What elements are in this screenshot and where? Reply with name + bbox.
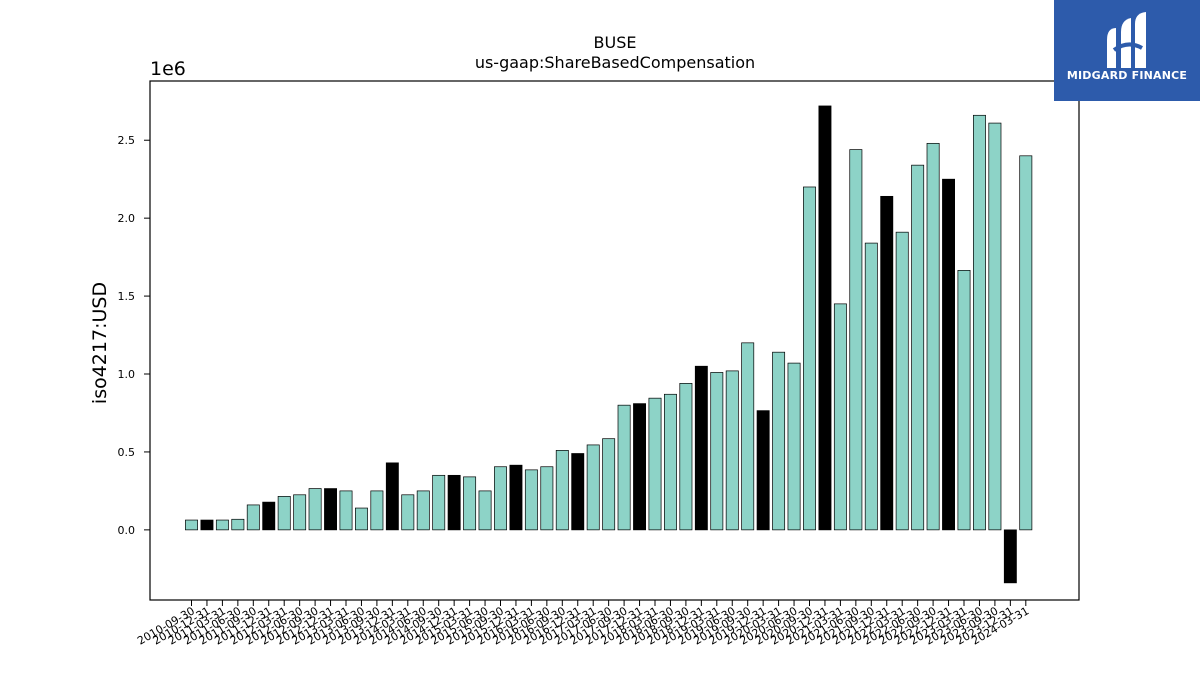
bar-2018-03-31: [648, 397, 662, 531]
bar-2010-12-31: [200, 519, 214, 531]
bar-2013-06-30: [355, 507, 368, 531]
bar-2016-09-30: [555, 450, 569, 531]
x-ticks: 2010-09-302010-12-312011-03-312011-06-30…: [135, 600, 1031, 648]
y-tick-label: 2.5: [118, 134, 136, 147]
bar-2016-12-31: [571, 453, 585, 531]
bar-2018-06-30: [663, 393, 677, 531]
y-tick-label: 1.0: [118, 368, 136, 381]
bars-group: [185, 105, 1033, 584]
bar-2022-09-30: [926, 142, 940, 531]
bar-2023-03-31: [957, 270, 971, 531]
bar-2020-12-31: [818, 105, 832, 531]
y-tick-label: 0.5: [118, 446, 136, 459]
bar-2020-03-31: [772, 351, 786, 531]
bar-2012-12-31: [324, 488, 338, 531]
bar-2018-09-30: [679, 383, 693, 531]
bar-2012-09-30: [308, 488, 322, 531]
bar-2012-03-31: [277, 496, 291, 531]
bar-2013-03-31: [339, 490, 353, 531]
bar-2020-09-30: [803, 186, 816, 531]
bar-2019-12-31: [756, 410, 770, 531]
bar-2017-06-30: [602, 438, 616, 531]
bar-2017-12-31: [633, 403, 647, 531]
logo-text: MIDGARD FINANCE: [1066, 69, 1188, 82]
y-ticks: 0.0 0.5 1.0 1.5 2.0 2.5: [118, 134, 150, 537]
bar-2014-09-30: [432, 474, 446, 531]
bar-2012-06-30: [293, 494, 307, 531]
bar-2017-03-31: [586, 444, 600, 531]
bar-2021-06-30: [849, 149, 863, 531]
bar-2015-09-30: [494, 466, 507, 531]
bar-2019-06-30: [725, 370, 739, 531]
bar-2014-12-31: [447, 474, 461, 531]
bar-2017-09-30: [617, 404, 631, 531]
bar-2019-03-31: [710, 372, 724, 531]
y-axis-label: iso4217:USD: [89, 282, 111, 404]
chart-title: BUSE: [594, 33, 637, 52]
bar-2015-06-30: [478, 490, 492, 531]
bar-2011-06-30: [231, 518, 245, 531]
bar-2021-09-30: [864, 242, 878, 531]
y-tick-label: 0.0: [118, 524, 136, 537]
bar-2014-06-30: [416, 490, 430, 531]
bar-2016-06-30: [540, 466, 554, 531]
bar-2016-03-31: [524, 469, 538, 531]
bar-2013-12-31: [385, 462, 399, 531]
bar-2020-06-30: [787, 362, 801, 531]
chart-subtitle: us-gaap:ShareBasedCompensation: [475, 53, 755, 72]
midgard-finance-logo: MIDGARD FINANCE: [1054, 0, 1200, 101]
y-tick-label: 1.5: [118, 290, 136, 303]
bar-2023-12-31: [1003, 529, 1017, 584]
bar-2011-03-31: [215, 519, 229, 531]
plot-frame: [149, 80, 1080, 601]
bar-2015-12-31: [509, 464, 523, 531]
bar-2018-12-31: [694, 365, 708, 531]
bar-2014-03-31: [401, 494, 415, 531]
logo-mark-icon: [1107, 12, 1146, 68]
bar-2023-09-30: [988, 122, 1002, 531]
bar-2023-06-30: [972, 114, 986, 531]
y-tick-label: 2.0: [118, 212, 136, 225]
y-scale-label: 1e6: [150, 58, 186, 80]
bar-2011-09-30: [246, 504, 260, 531]
bar-2021-12-31: [880, 195, 894, 531]
bar-2019-09-30: [741, 342, 755, 531]
bar-2015-03-31: [463, 476, 477, 531]
bar-2022-03-31: [895, 231, 909, 531]
bar-2022-12-31: [942, 178, 956, 531]
bar-2011-12-31: [262, 501, 276, 531]
bar-2021-03-31: [833, 303, 847, 531]
bar-2022-06-30: [911, 164, 925, 531]
bar-2013-09-30: [370, 490, 384, 531]
bar-2010-09-30: [185, 519, 198, 531]
bar-2024-03-31: [1019, 155, 1033, 531]
